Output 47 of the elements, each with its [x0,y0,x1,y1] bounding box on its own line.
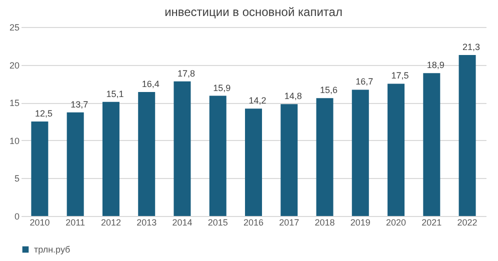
x-tick-label: 2012 [100,218,121,228]
x-tick-label: 2013 [136,218,157,228]
bar [352,90,369,216]
data-label: 14,8 [284,91,302,102]
bar [31,122,48,216]
bar [245,108,262,216]
x-tick-label: 2010 [30,218,50,228]
bar [66,112,84,216]
x-tick-label: 2021 [422,218,442,228]
data-label: 13,7 [70,99,88,110]
x-tick-label: 2020 [386,218,406,228]
bar [102,102,120,216]
x-tick-label: 2015 [208,218,228,228]
bar [209,96,226,216]
x-tick-label: 2017 [279,218,300,228]
data-label: 18,9 [426,60,444,70]
x-tick-label: 2016 [243,218,264,228]
bar [458,54,476,216]
x-tick-label: 2018 [314,218,335,228]
y-tick-label: 0 [14,212,20,222]
bar [174,81,191,216]
y-tick-label: 10 [9,136,20,146]
data-label: 21,3 [462,42,480,52]
data-label: 14,2 [248,96,266,106]
bar [388,84,405,216]
bar [316,98,334,216]
bar [423,73,440,216]
data-label: 17,8 [177,68,195,78]
x-tick-label: 2014 [172,218,192,228]
data-label: 15,6 [320,85,338,96]
y-tick-label: 20 [9,60,20,70]
data-label: 16,4 [142,79,160,90]
legend-label: трлн.руб [34,244,70,254]
data-label: 15,1 [106,88,124,99]
x-tick-label: 2011 [66,218,86,228]
chart-title: инвестиции в основной капитал [164,5,342,19]
data-label: 17,5 [391,70,409,81]
x-tick-label: 2019 [350,218,370,228]
y-tick-label: 25 [9,22,20,32]
x-tick-label: 2022 [457,218,478,228]
y-tick-label: 15 [9,98,20,108]
bar [280,104,298,216]
data-label: 16,7 [356,76,374,87]
bar [138,92,156,216]
y-tick-label: 5 [14,174,20,184]
data-label: 15,9 [213,82,231,93]
data-label: 12,5 [34,108,52,118]
